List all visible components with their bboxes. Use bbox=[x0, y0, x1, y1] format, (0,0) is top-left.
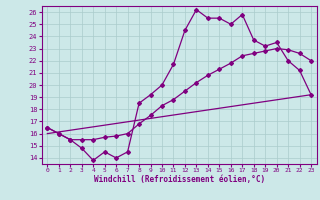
X-axis label: Windchill (Refroidissement éolien,°C): Windchill (Refroidissement éolien,°C) bbox=[94, 175, 265, 184]
